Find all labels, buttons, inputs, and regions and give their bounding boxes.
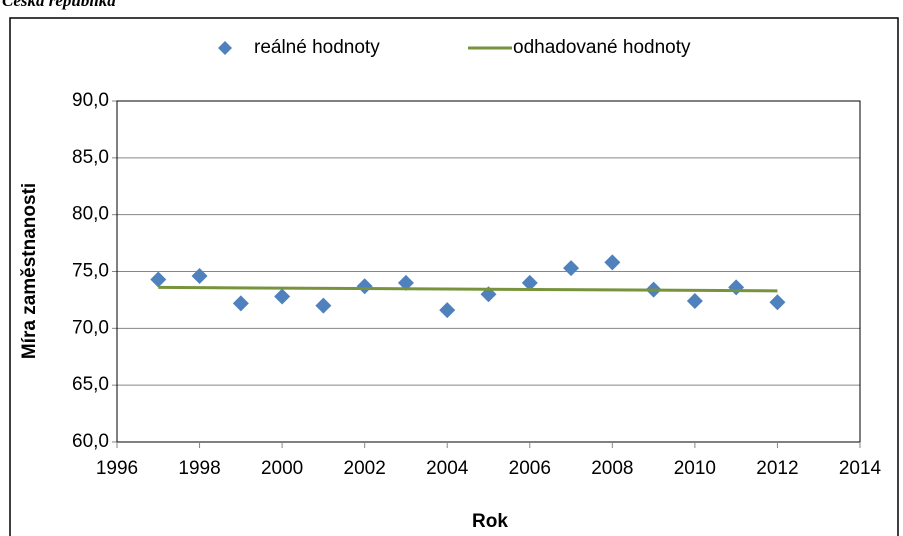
x-tick-label: 2014 xyxy=(839,458,882,479)
y-tick-label: 90,0 xyxy=(72,90,109,111)
x-tick-label: 1998 xyxy=(178,458,220,479)
y-tick-label: 65,0 xyxy=(72,374,109,395)
data-point xyxy=(191,268,208,285)
x-tick-label: 2000 xyxy=(261,458,303,479)
x-tick-label: 2008 xyxy=(591,458,633,479)
legend-label: odhadované hodnoty xyxy=(513,37,691,58)
data-point xyxy=(274,288,291,305)
data-point xyxy=(604,254,621,271)
data-point xyxy=(439,302,456,319)
trend-line xyxy=(158,285,778,293)
data-point xyxy=(769,294,786,311)
data-point xyxy=(315,297,332,314)
y-tick-label: 75,0 xyxy=(72,261,109,282)
x-tick-label: 2002 xyxy=(344,458,386,479)
data-point xyxy=(521,274,538,291)
x-tick-label: 2004 xyxy=(426,458,469,479)
data-point xyxy=(150,271,167,288)
plot-frame xyxy=(116,100,861,443)
x-tick-label: 1996 xyxy=(96,458,138,479)
data-point xyxy=(686,293,703,310)
chart-title: Česká republika xyxy=(2,0,116,10)
data-point xyxy=(563,260,580,277)
x-tick-label: 2010 xyxy=(674,458,716,479)
y-tick-label: 85,0 xyxy=(72,147,109,168)
data-point xyxy=(232,295,249,312)
x-tick-label: 2006 xyxy=(509,458,551,479)
data-point xyxy=(397,274,414,291)
data-point xyxy=(356,278,373,295)
y-tick-label: 60,0 xyxy=(72,431,109,452)
legend-marker xyxy=(218,41,232,55)
x-tick-label: 2012 xyxy=(756,458,798,479)
x-axis-label: Rok xyxy=(472,511,508,532)
y-tick-label: 80,0 xyxy=(72,204,109,225)
legend-label: reálné hodnoty xyxy=(254,37,380,58)
y-axis-label: Míra zaměstnanosti xyxy=(19,183,40,359)
y-tick-label: 70,0 xyxy=(72,317,109,338)
